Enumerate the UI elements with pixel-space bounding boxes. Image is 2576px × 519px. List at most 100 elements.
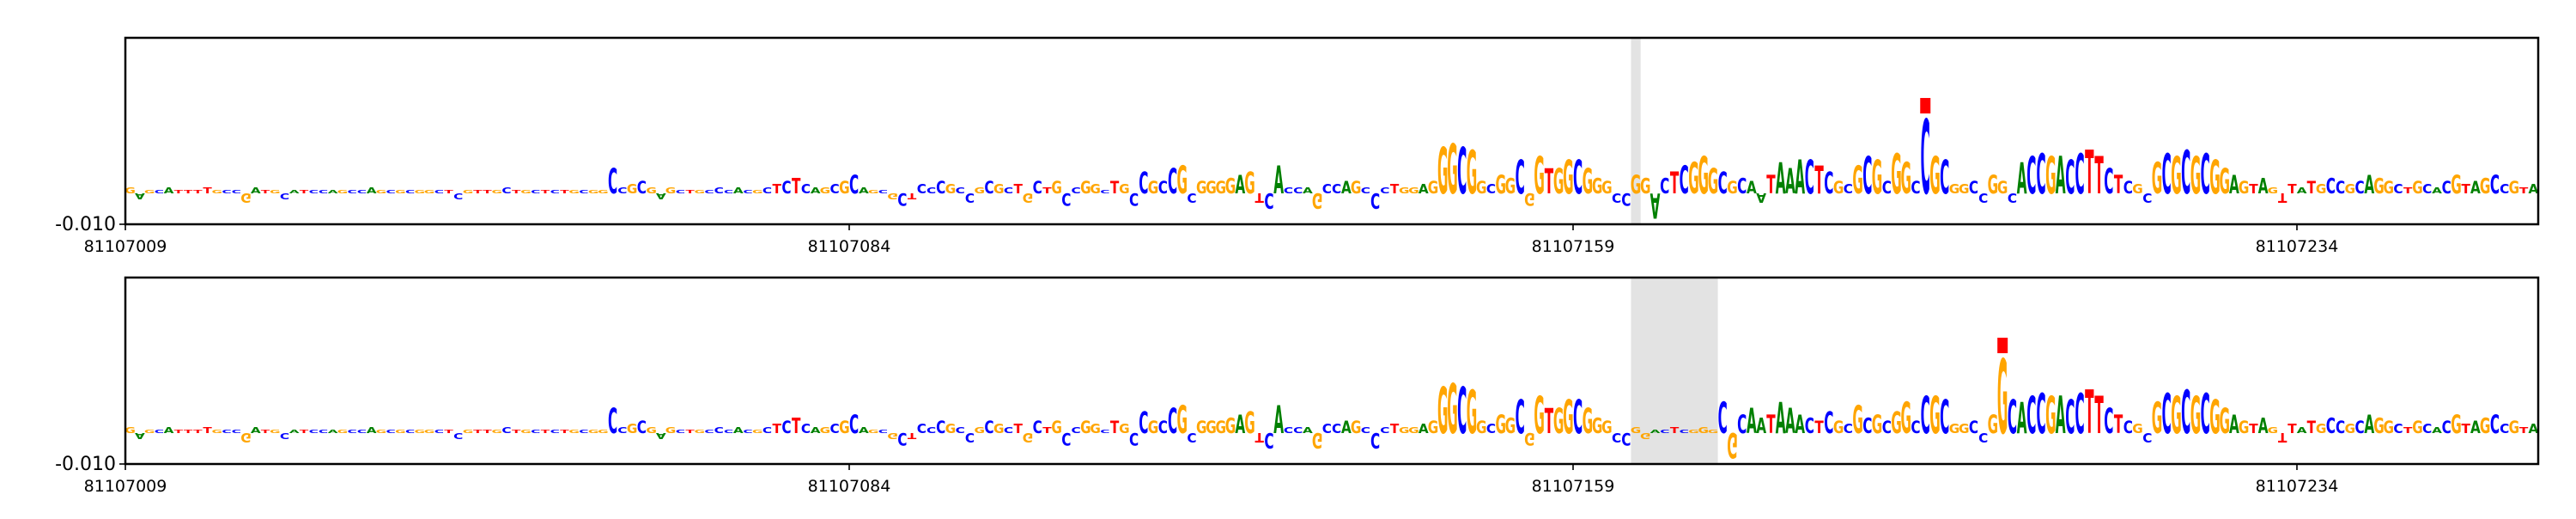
logo-letter: G — [1505, 174, 1516, 198]
logo-letter: G — [2219, 162, 2230, 202]
logo-letter: C — [1100, 189, 1109, 194]
logo-letter: G — [1688, 429, 1699, 434]
logo-letter: C — [1940, 151, 1949, 205]
logo-letter: G — [337, 429, 349, 434]
panel-frame — [124, 276, 2540, 466]
logo-letter: C — [1844, 421, 1853, 437]
logo-letter: C — [2393, 181, 2403, 197]
logo-letter: T — [773, 421, 782, 437]
logo-letter: G — [2384, 179, 2395, 198]
logo-letter: T — [1766, 409, 1775, 439]
logo-letter: G — [993, 421, 1005, 437]
logo-letter: A — [1785, 402, 1795, 442]
logo-letter: G — [1727, 179, 1738, 198]
logo-letter: G — [2171, 387, 2182, 445]
logo-letter: A — [1756, 190, 1766, 205]
logo-letter: T — [1014, 421, 1024, 437]
logo-letter: G — [1833, 179, 1844, 198]
logo-letter: G — [270, 429, 281, 434]
logo-letter: C — [434, 189, 444, 194]
logo-letter: G — [2239, 418, 2250, 437]
logo-letter: C — [830, 181, 840, 197]
logo-letter: A — [1776, 394, 1786, 443]
logo-letter: C — [2075, 143, 2085, 207]
logo-letter: G — [1563, 391, 1574, 445]
logo-letter: G — [1476, 179, 1487, 198]
logo-letter: A — [733, 186, 744, 196]
logo-letter: C — [1187, 190, 1196, 205]
logo-letter: C — [1457, 374, 1467, 449]
logo-letter: C — [357, 429, 367, 434]
logo-letter: T — [300, 189, 309, 194]
logo-letter: C — [637, 418, 647, 437]
logo-letter: G — [144, 189, 155, 194]
logo-letter: T — [1042, 425, 1052, 436]
logo-letter: A — [164, 425, 174, 436]
logo-letter: A — [135, 430, 145, 441]
logo-letter: C — [1911, 418, 1920, 437]
logo-letter: C — [1264, 188, 1273, 213]
logo-letter: C — [801, 421, 811, 437]
logo-letter: G — [1997, 338, 2008, 457]
logo-letter: G — [1428, 179, 1439, 198]
logo-letter: A — [289, 189, 300, 194]
variant-marker — [1920, 98, 1931, 114]
logo-letter: C — [1718, 167, 1728, 201]
logo-letter: T — [512, 429, 521, 434]
logo-letter: A — [1235, 169, 1245, 199]
x-tick-label: 81107234 — [2256, 477, 2339, 496]
logo-letter: T — [1390, 181, 1400, 197]
logo-letter: T — [1390, 421, 1400, 437]
logo-letter: G — [2190, 147, 2202, 205]
logo-letter: G — [1119, 421, 1130, 437]
logo-letter: G — [1852, 157, 1863, 202]
logo-letter: C — [2354, 179, 2364, 198]
logo-letter: G — [240, 190, 252, 205]
logo-letter: G — [395, 429, 406, 434]
logo-letter: C — [1680, 157, 1689, 202]
logo-letter: G — [1351, 179, 1362, 198]
logo-letter: A — [859, 186, 869, 196]
logo-letter: A — [1419, 181, 1429, 197]
logo-letter: G — [2209, 391, 2221, 445]
logo-letter: T — [2287, 421, 2297, 437]
logo-letter: G — [868, 429, 879, 434]
logo-letter: A — [1303, 186, 1313, 196]
logo-letter: T — [300, 429, 309, 434]
logo-letter: C — [1322, 181, 1332, 197]
x-tick-label: 81107084 — [808, 477, 891, 496]
logo-letter: A — [1776, 154, 1786, 204]
logo-letter: T — [2085, 377, 2093, 447]
logo-letter: C — [878, 429, 888, 434]
logo-letter: C — [762, 425, 772, 436]
logo-letter: G — [2451, 169, 2462, 199]
logo-letter: C — [1882, 179, 1892, 198]
logo-letter: C — [965, 190, 975, 205]
logo-letter: T — [1014, 181, 1024, 197]
logo-letter: C — [2393, 421, 2403, 437]
logo-letter: T — [1766, 169, 1775, 199]
logo-letter: G — [1080, 179, 1091, 198]
logo-letter: C — [917, 181, 927, 197]
logo-letter: T — [908, 191, 917, 201]
logo-letter: C — [2123, 418, 2133, 437]
logo-letter: G — [415, 189, 426, 194]
logo-letter: C — [1293, 425, 1303, 436]
logo-letter: C — [2442, 179, 2451, 198]
logo-letter: A — [1756, 413, 1766, 438]
logo-letter: C — [348, 189, 357, 194]
logo-letter: G — [1177, 397, 1188, 442]
logo-letter: G — [1437, 374, 1449, 449]
logo-letter: C — [1072, 186, 1081, 196]
logo-letter: T — [2249, 181, 2258, 197]
logo-letter: C — [1940, 391, 1949, 445]
x-tick-label: 81107009 — [84, 477, 167, 496]
logo-letter: T — [184, 429, 193, 434]
logo-letter: T — [444, 189, 453, 194]
logo-letter: G — [337, 189, 349, 194]
logo-letter: C — [676, 189, 685, 194]
logo-letter: C — [1660, 174, 1669, 198]
logo-letter: G — [520, 429, 532, 434]
logo-letter: C — [453, 430, 463, 441]
